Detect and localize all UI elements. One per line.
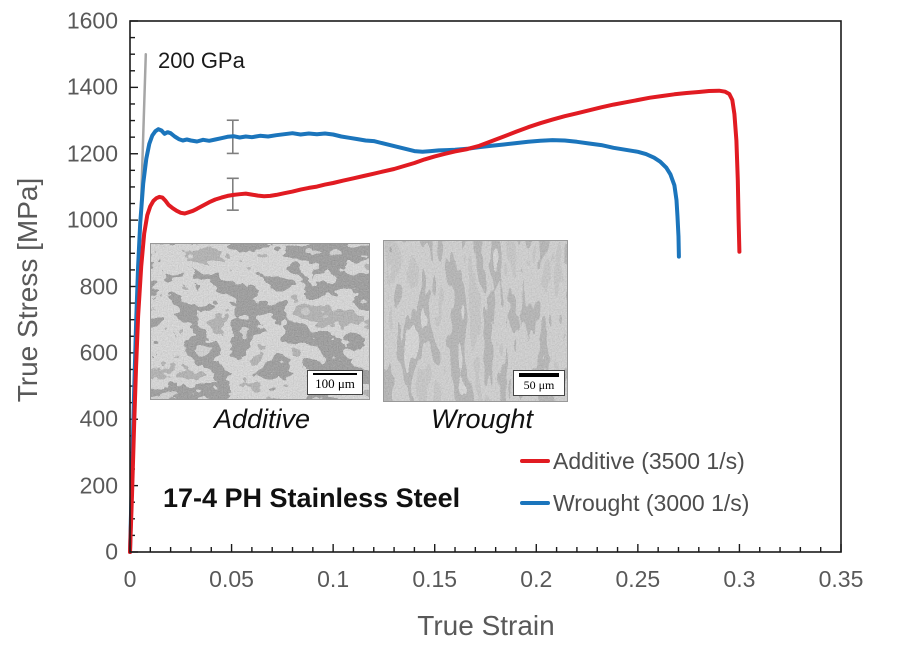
y-tick-label: 600 [79, 339, 118, 366]
x-tick-label: 0.15 [412, 566, 458, 592]
x-tick-label: 0.25 [615, 566, 661, 592]
scalebar-additive: 100 μm [307, 370, 363, 395]
legend-item-wrought: Wrought (3000 1/s) [520, 482, 749, 524]
data-series [128, 52, 742, 554]
wrought-micrograph-inset: 50 μm [383, 240, 568, 402]
plot-border [129, 20, 842, 553]
scalebar-wrought-text: 50 μm [523, 378, 555, 392]
wrought-line-marker [520, 500, 550, 506]
material-title: 17-4 PH Stainless Steel [163, 483, 461, 513]
y-tick-label: 400 [79, 405, 118, 432]
y-tick-label: 200 [79, 472, 118, 499]
x-tick-label: 0.1 [317, 566, 350, 592]
additive-micrograph-inset: 100 μm [150, 243, 370, 400]
y-tick-label: 800 [79, 273, 118, 299]
x-tick-label: 0.2 [520, 566, 553, 592]
x-axis-title: True Strain [417, 610, 555, 641]
additive-line-marker [520, 458, 550, 464]
legend-label-wrought: Wrought (3000 1/s) [553, 489, 750, 516]
y-tick-label: 1600 [66, 7, 118, 34]
axis-ticks [129, 20, 842, 553]
y-tick-label: 0 [105, 538, 118, 565]
y-tick-label: 1000 [66, 206, 118, 233]
additive-inset-label: Additive [213, 404, 311, 434]
scalebar-line [519, 373, 559, 377]
legend: Additive (3500 1/s) Wrought (3000 1/s) [520, 440, 749, 524]
y-tick-label: 1200 [66, 140, 118, 167]
scalebar-additive-text: 100 μm [315, 376, 355, 391]
wrought-curve [128, 127, 681, 554]
scalebar-line [313, 373, 357, 375]
x-tick-label: 0.35 [818, 566, 864, 592]
x-tick-label: 0.05 [209, 566, 254, 592]
wrought-inset-label: Wrought [430, 404, 534, 434]
legend-item-additive: Additive (3500 1/s) [520, 440, 749, 482]
legend-label-additive: Additive (3500 1/s) [553, 447, 745, 474]
y-axis-title: True Stress [MPa] [12, 177, 43, 403]
y-tick-label: 1400 [66, 73, 118, 100]
additive-micrograph-texture [151, 244, 369, 399]
scalebar-wrought: 50 μm [513, 370, 565, 396]
additive-curve [128, 88, 742, 554]
x-tick-label: 0.3 [723, 566, 756, 592]
x-tick-label: 0 [123, 566, 137, 592]
modulus-annotation: 200 GPa [158, 48, 245, 73]
